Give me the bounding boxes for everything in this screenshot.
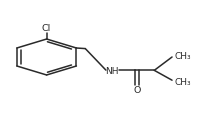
Text: NH: NH xyxy=(105,66,119,75)
Text: O: O xyxy=(133,85,141,94)
Text: Cl: Cl xyxy=(42,24,51,33)
Text: CH₃: CH₃ xyxy=(175,51,191,60)
Text: CH₃: CH₃ xyxy=(175,78,191,87)
